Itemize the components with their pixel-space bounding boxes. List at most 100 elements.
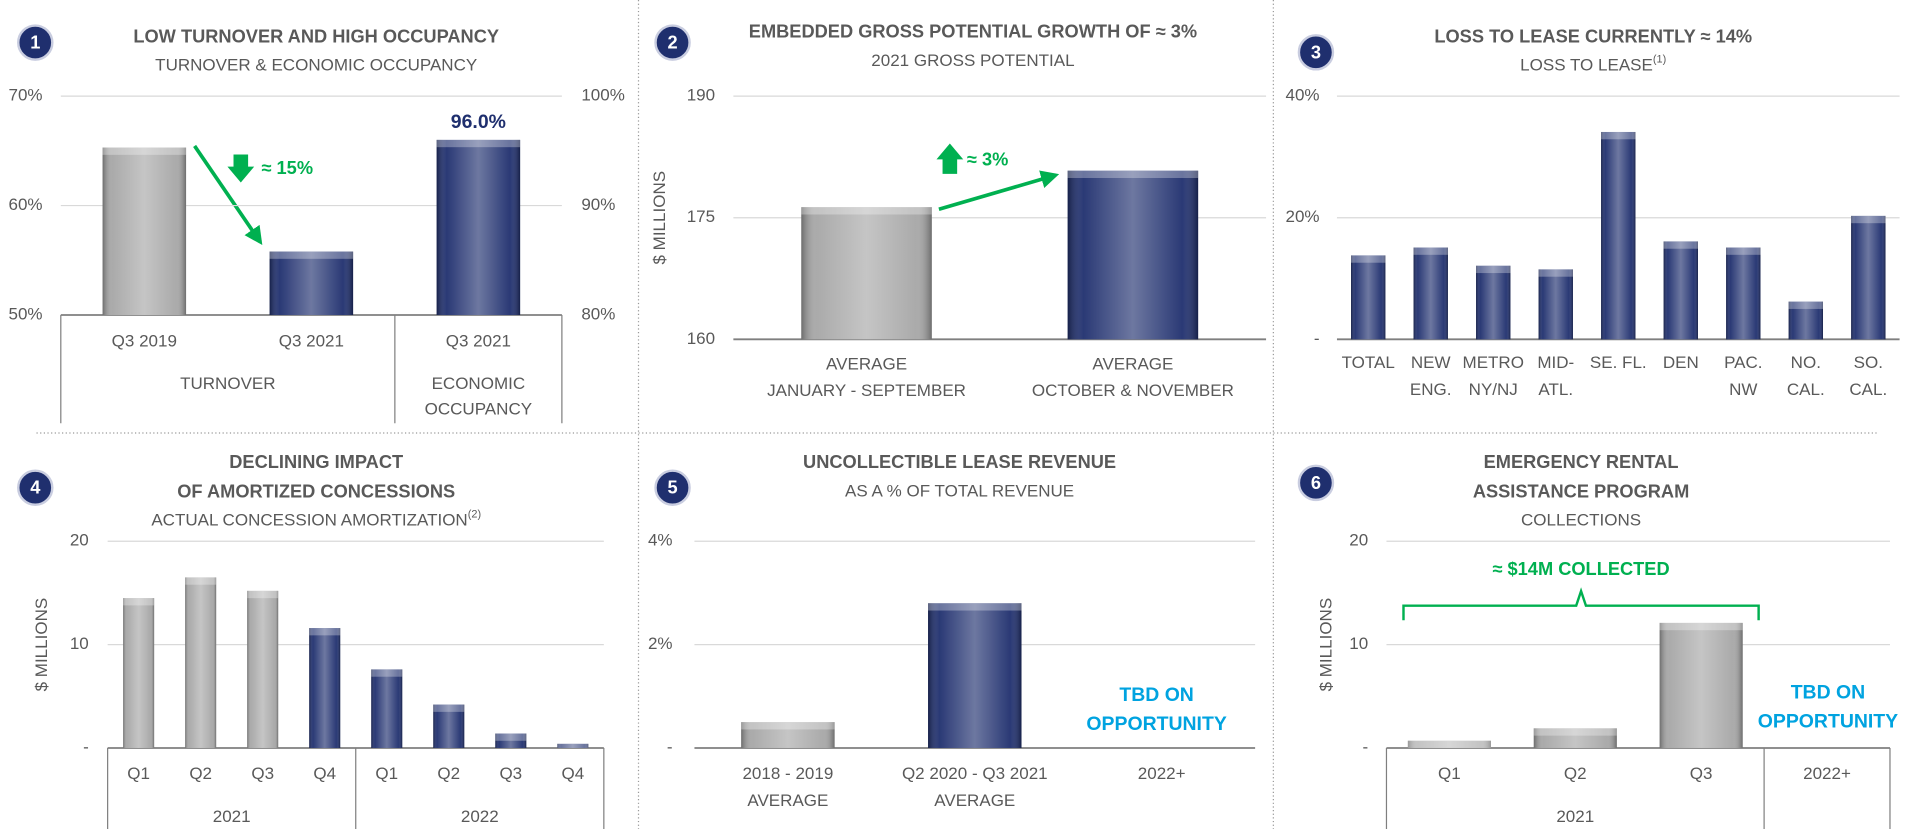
x-tick-label: Q2 (189, 764, 212, 783)
bar-bevel (1476, 265, 1511, 274)
bar-bevel (436, 139, 521, 148)
bar-bevel (495, 733, 527, 741)
bar-bevel (741, 722, 835, 730)
x-tick-label: Q2 2020 - Q3 2021 (902, 764, 1048, 783)
y-tick-label: - (667, 737, 673, 756)
y-tick-label: 20 (70, 531, 89, 550)
bar-bevel (1851, 215, 1886, 224)
bar-bevel (102, 147, 187, 155)
x-tick-label: CAL. (1787, 380, 1825, 399)
bar-shine (185, 577, 217, 748)
x-tick-label: Q3 (1690, 764, 1713, 783)
bar-bevel (247, 590, 279, 599)
annotation: TBD ON (1119, 684, 1194, 706)
bar-shine (1351, 255, 1386, 340)
x-tick-label: 2022+ (1803, 764, 1851, 783)
x-tick-label: SO. (1854, 353, 1883, 372)
x-tick-label: Q1 (375, 764, 398, 783)
x-tick-label: Q4 (561, 764, 584, 783)
y-tick-label: 2% (648, 634, 673, 653)
badge (1297, 464, 1335, 502)
bar-bevel (309, 628, 341, 636)
chart-subtitle: COLLECTIONS (1521, 510, 1641, 529)
bar-shine (1659, 622, 1743, 748)
x-tick-label: 2018 - 2019 (742, 764, 833, 783)
chart-subtitle: TURNOVER & ECONOMIC OCCUPANCY (155, 55, 477, 74)
chart-subtitle: 2021 GROSS POTENTIAL (871, 50, 1074, 69)
x-tick-label: Q3 2019 (112, 331, 177, 350)
x-tick-label: AVERAGE (747, 791, 828, 810)
bar-shine (1067, 170, 1199, 340)
bar-bevel (371, 669, 403, 677)
bar-bevel (1533, 728, 1617, 736)
x-tick-label: CAL. (1849, 380, 1887, 399)
badge (1297, 34, 1335, 71)
x-tick-label: TOTAL (1342, 353, 1395, 372)
x-tick-label: METRO (1463, 353, 1524, 372)
y-tick-label: 175 (687, 207, 715, 226)
x-tick-label: Q3 2021 (446, 331, 511, 350)
bar-bevel (1788, 301, 1824, 309)
bar-bevel (185, 577, 217, 585)
bar-bevel (557, 743, 589, 748)
bar-bevel (1601, 131, 1636, 140)
y-tick-label: 100% (581, 86, 625, 105)
y-tick-label: 90% (581, 195, 615, 214)
chart-title: EMBEDDED GROSS POTENTIAL GROWTH OF ≈ 3% (749, 21, 1197, 42)
annotation: TBD ON (1791, 681, 1866, 703)
badge-number: 4 (30, 477, 41, 498)
bar-shine (1851, 215, 1886, 340)
x-tick-label: DEN (1663, 353, 1699, 372)
y-axis-label: $ MILLIONS (650, 171, 669, 265)
bar-bevel (801, 207, 932, 215)
y-tick-label: 160 (687, 329, 715, 348)
x-tick-label: NY/NJ (1469, 380, 1518, 399)
down-arrow-icon (227, 154, 255, 183)
bar-bevel (1351, 255, 1386, 263)
x-tick-label: Q1 (1438, 764, 1461, 783)
x-tick-label: Q2 (1564, 764, 1587, 783)
arrow (193, 144, 263, 246)
value-label: 96.0% (451, 111, 506, 133)
bar-bevel (1659, 622, 1743, 631)
badge (654, 24, 691, 61)
y-tick-label: - (83, 737, 89, 756)
bar-shine (741, 722, 835, 748)
bar-bevel (433, 704, 465, 712)
x-tick-label: ATL. (1538, 380, 1573, 399)
y-tick-label: - (1314, 329, 1320, 348)
bracket (1402, 587, 1760, 621)
chart-title: OF AMORTIZED CONCESSIONS (177, 480, 455, 501)
bar-shine (433, 704, 465, 748)
subtitle-text: LOSS TO LEASE (1520, 55, 1653, 74)
subtitle-text: AS A % OF TOTAL REVENUE (845, 481, 1074, 500)
bar-shine (269, 251, 354, 316)
chart-title: UNCOLLECTIBLE LEASE REVENUE (803, 451, 1116, 472)
bar-bevel (1663, 241, 1698, 249)
bar-bevel (123, 598, 155, 606)
subtitle-text: ACTUAL CONCESSION AMORTIZATION (151, 510, 467, 529)
bar-shine (309, 628, 341, 748)
annotation: OPPORTUNITY (1086, 713, 1226, 735)
bar-shine (1663, 241, 1698, 340)
x-tick-label: AVERAGE (826, 354, 907, 373)
x-tick-label: Q2 (437, 764, 460, 783)
bar-shine (371, 669, 403, 748)
bar-shine (557, 743, 589, 748)
y-axis-label: $ MILLIONS (32, 598, 51, 692)
group-label: 2021 (1556, 807, 1594, 826)
badge-number: 6 (1311, 472, 1321, 493)
group-label: 2021 (213, 807, 251, 826)
bar-shine (123, 598, 155, 748)
x-tick-label: Q3 (251, 764, 274, 783)
y-tick-label: 10 (1349, 634, 1368, 653)
badge-number: 1 (30, 32, 40, 53)
bar-shine (1533, 728, 1617, 748)
arrow (938, 170, 1060, 211)
y-tick-label: 70% (9, 86, 43, 105)
x-tick-label: AVERAGE (1092, 354, 1173, 373)
bar-bevel (269, 251, 354, 259)
y-tick-label: 20% (1286, 207, 1320, 226)
x-tick-label: OCTOBER & NOVEMBER (1032, 381, 1234, 400)
